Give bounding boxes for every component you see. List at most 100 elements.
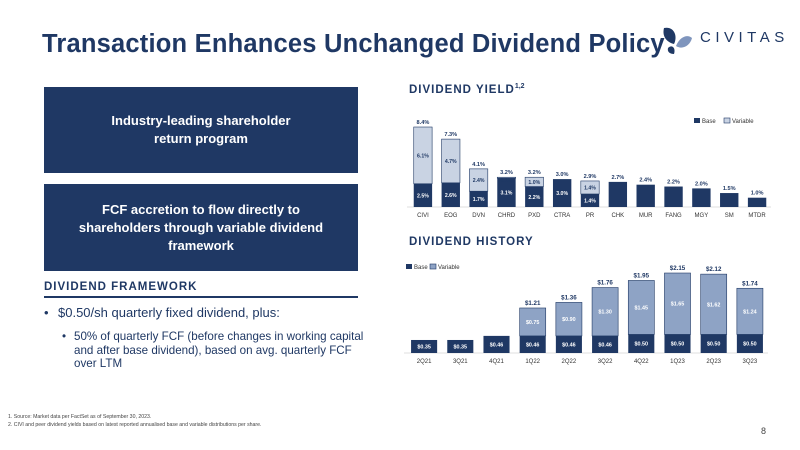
x-tick-label: 1Q23	[670, 359, 685, 365]
x-tick-label: CIVI	[417, 213, 429, 219]
bar-label-variable: $0.90	[562, 317, 576, 323]
x-tick-label: 4Q22	[634, 359, 649, 365]
x-tick-label: MUR	[639, 213, 653, 219]
x-tick-label: 2Q22	[562, 359, 577, 365]
bar-base	[747, 197, 767, 207]
highlight-text: Industry-leading shareholder return prog…	[111, 113, 291, 146]
bar-label-variable: 4.7%	[445, 159, 457, 165]
dividend-yield-chart: Base Variable 2.5% 6.1% 8.4% CIVI 2.6% 4.7% 7.3%…	[407, 117, 771, 219]
bar-label-base: $0.50	[743, 342, 757, 348]
bar-base	[497, 178, 516, 207]
framework-divider	[44, 296, 358, 298]
page-title: Transaction Enhances Unchanged Dividend …	[42, 30, 665, 58]
bar-total-label: $1.76	[597, 280, 613, 287]
x-tick-label: 3Q23	[743, 359, 758, 365]
legend-swatch-variable	[723, 117, 731, 124]
bar-variable	[519, 307, 547, 337]
bar-base	[552, 179, 572, 207]
bar-variable	[580, 180, 600, 195]
legend-swatch-base	[406, 264, 412, 269]
bar-total-label: 7.3%	[444, 132, 457, 138]
footnote: 2. CIVI and peer dividend yields based o…	[8, 422, 262, 428]
x-tick-label: MGY	[695, 213, 709, 219]
bar-variable	[591, 287, 619, 337]
x-tick-label: DVN	[472, 213, 485, 219]
bar-base	[519, 335, 546, 353]
bar-base	[636, 184, 655, 207]
bar-label-base: 2.5%	[417, 193, 429, 199]
bar-total-label: $2.12	[706, 266, 722, 273]
bar-label-base: $0.50	[671, 342, 685, 348]
bar-base	[483, 335, 510, 353]
logo-text: CIVITAS	[700, 29, 789, 46]
bar-label-variable: $0.75	[526, 320, 540, 326]
x-tick-label: 3Q22	[598, 359, 613, 365]
bar-base	[608, 181, 628, 207]
x-tick-label: 3Q21	[453, 359, 468, 365]
highlight-box-fcf-accretion: FCF accretion to flow directly to shareh…	[44, 184, 358, 271]
bar-variable	[664, 272, 691, 335]
bar-label-variable: 1.4%	[584, 185, 596, 191]
bar-variable	[524, 176, 544, 187]
highlight-box-shareholder-return: Industry-leading shareholder return prog…	[44, 87, 358, 173]
bullet-icon: •	[62, 330, 67, 343]
legend-swatch-base	[694, 118, 700, 123]
bar-label-base: $0.46	[562, 342, 576, 348]
bar-base	[580, 193, 600, 207]
bar-variable	[469, 168, 489, 192]
x-tick-label: CHRD	[498, 213, 516, 219]
bullet-icon: •	[44, 305, 49, 320]
bar-label-base: $0.35	[454, 344, 468, 350]
framework-bullet-text: $0.50/sh quarterly fixed dividend, plus:	[58, 305, 280, 320]
bar-label-base: 2.6%	[445, 193, 457, 199]
bar-total-label: 2.9%	[584, 174, 597, 180]
bar-label-base: $0.35	[417, 344, 431, 350]
bar-base	[447, 339, 474, 353]
bar-label-variable: $1.65	[671, 302, 685, 308]
bar-total-label: $2.15	[670, 265, 686, 272]
bar-label-variable: $1.62	[707, 302, 721, 308]
highlight-text: FCF accretion to flow directly to shareh…	[78, 201, 324, 253]
bar-variable	[555, 302, 583, 337]
bar-total-label: 2.7%	[611, 175, 624, 181]
bar-base	[720, 193, 739, 207]
bar-label-base: $0.46	[526, 342, 540, 348]
legend-label-base: Base	[702, 119, 716, 125]
bar-base	[411, 339, 438, 353]
bar-label-variable: 6.1%	[417, 153, 429, 159]
x-tick-label: SM	[725, 213, 734, 219]
bar-label-variable: $1.30	[598, 310, 612, 316]
bar-total-label: 2.2%	[667, 180, 680, 186]
bar-label-base: $0.50	[707, 342, 721, 348]
bar-base	[736, 334, 763, 353]
bar-label-variable: 0.1%	[501, 178, 513, 184]
bar-base	[628, 334, 655, 353]
x-tick-label: 2Q21	[417, 359, 432, 365]
bar-label-base: 1.7%	[473, 197, 485, 203]
page-number: 8	[761, 426, 767, 436]
bar-total-label: 3.0%	[556, 172, 569, 178]
legend-label-variable: Variable	[438, 265, 460, 271]
bar-total-label: 3.2%	[528, 170, 541, 176]
legend-label-base: Base	[414, 265, 428, 271]
x-tick-label: PR	[586, 213, 595, 219]
framework-sub-bullet-text: 50% of quarterly FCF (before changes in …	[74, 330, 364, 370]
bar-base	[592, 335, 619, 353]
x-tick-label: PXD	[528, 213, 541, 219]
bar-total-label: 4.1%	[472, 162, 485, 168]
company-logo	[656, 22, 776, 56]
civitas-leaf-icon	[663, 27, 692, 54]
x-tick-label: EOG	[444, 213, 458, 219]
x-tick-label: CHK	[612, 213, 625, 219]
framework-sub-bullet: • 50% of quarterly FCF (before changes in…	[62, 330, 364, 371]
bar-variable	[441, 138, 461, 184]
x-tick-label: FANG	[665, 213, 682, 219]
bar-total-label: 8.4%	[417, 120, 430, 126]
bar-total-label: 1.5%	[723, 186, 736, 192]
dividend-yield-footnote-marker: 1,2	[514, 83, 525, 90]
x-tick-label: 4Q21	[489, 359, 504, 365]
bar-total-label: $1.74	[742, 280, 758, 287]
bar-label-base: 2.2%	[528, 195, 540, 201]
bar-total-label: 3.2%	[500, 170, 513, 176]
bar-base	[555, 335, 582, 353]
